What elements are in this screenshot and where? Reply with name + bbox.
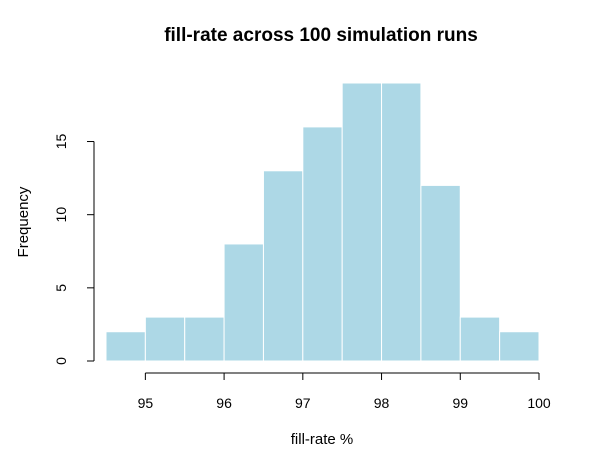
histogram-bar xyxy=(341,82,383,362)
histogram-bar xyxy=(184,316,225,362)
y-axis: 0 5 10 15 xyxy=(53,134,95,365)
histogram-bar xyxy=(381,82,422,362)
histogram-bar xyxy=(262,170,304,362)
x-axis-label: fill-rate % xyxy=(291,431,354,448)
x-tick-label: 98 xyxy=(374,395,390,411)
histogram-bar xyxy=(223,243,264,362)
x-tick-label: 99 xyxy=(452,395,468,411)
y-tick-label: 0 xyxy=(53,357,69,365)
histogram-bar xyxy=(105,331,146,362)
bars-layer xyxy=(105,82,540,362)
y-tick-label: 10 xyxy=(53,207,69,223)
y-axis-label: Frequency xyxy=(15,186,32,257)
x-axis: 95 96 97 98 99 100 xyxy=(138,372,551,411)
y-tick-label: 5 xyxy=(53,284,69,292)
x-tick-label: 97 xyxy=(295,395,311,411)
chart-title: fill-rate across 100 simulation runs xyxy=(164,25,478,46)
histogram-bar xyxy=(499,331,540,362)
x-tick-label: 96 xyxy=(216,395,232,411)
histogram-bar xyxy=(144,316,186,362)
x-tick-label: 95 xyxy=(138,395,154,411)
histogram-bar xyxy=(420,184,461,362)
x-tick-label: 100 xyxy=(527,395,551,411)
histogram-bar xyxy=(302,126,343,362)
histogram-bar xyxy=(459,316,501,362)
y-tick-label: 15 xyxy=(53,134,69,150)
